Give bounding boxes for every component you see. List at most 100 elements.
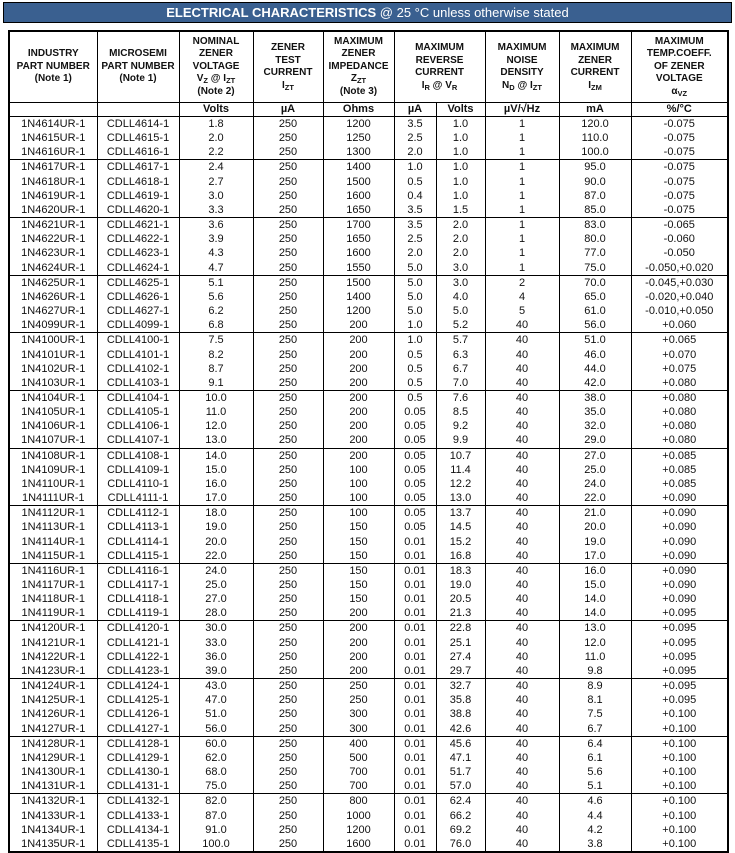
cell-temp_coeff_pct_per_degC: +0.090	[630, 491, 729, 506]
cell-max_reverse_current_uA: 0.5	[393, 389, 437, 406]
cell-industry_part_number: 1N4128UR-1	[8, 735, 98, 751]
cell-max_zener_impedance_ohms: 1300	[322, 145, 395, 160]
cell-max_noise_density_uV_rtHz: 1	[484, 232, 560, 247]
table-row: 1N4124UR-1 CDLL4124-1 43.0 250 250 0.01 32.7 40…	[8, 678, 729, 694]
cell-max_noise_density_uV_rtHz: 40	[484, 476, 560, 492]
cell-nominal_zener_voltage_volts: 28.0	[178, 606, 254, 621]
cell-zener_test_current_uA: 250	[252, 419, 324, 434]
unit-ma: mA	[558, 102, 632, 117]
cell-microsemi_part_number: CDLL4104-1	[96, 389, 180, 406]
cell-industry_part_number: 1N4132UR-1	[8, 793, 98, 809]
unit-volts-vr: Volts	[435, 102, 486, 117]
cell-max_zener_current_mA: 6.1	[558, 750, 632, 766]
cell-max_zener_current_mA: 5.6	[558, 765, 632, 780]
cell-microsemi_part_number: CDLL4126-1	[96, 707, 180, 722]
cell-temp_coeff_pct_per_degC: +0.090	[630, 562, 729, 578]
cell-zener_test_current_uA: 250	[252, 693, 324, 708]
cell-max_zener_current_mA: 90.0	[558, 174, 632, 189]
cell-zener_test_current_uA: 250	[252, 836, 324, 852]
cell-zener_test_current_uA: 250	[252, 649, 324, 664]
cell-max_reverse_current_uA: 0.05	[393, 419, 437, 434]
cell-zener_test_current_uA: 250	[252, 562, 324, 578]
cell-microsemi_part_number: CDLL4622-1	[96, 232, 180, 247]
cell-max_reverse_current_uA: 0.01	[393, 592, 437, 607]
cell-nominal_zener_voltage_volts: 20.0	[178, 534, 254, 549]
cell-max_zener_current_mA: 56.0	[558, 318, 632, 333]
cell-reverse_voltage_volts: 76.0	[435, 836, 486, 852]
cell-max_zener_impedance_ohms: 100	[322, 491, 395, 506]
cell-nominal_zener_voltage_volts: 87.0	[178, 808, 254, 823]
cell-nominal_zener_voltage_volts: 16.0	[178, 476, 254, 492]
table-row: 1N4119UR-1 CDLL4119-1 28.0 250 200 0.01 21.3 40…	[8, 606, 729, 621]
cell-nominal_zener_voltage_volts: 3.6	[178, 217, 254, 233]
col-header-maximum-zener-current: MAXIMUM ZENER CURRENT IZM	[558, 31, 632, 103]
cell-reverse_voltage_volts: 7.0	[435, 375, 486, 391]
table-row: 1N4125UR-1 CDLL4125-1 47.0 250 250 0.01 35.8 40…	[8, 693, 729, 708]
cell-microsemi_part_number: CDLL4110-1	[96, 476, 180, 492]
cell-max_zener_current_mA: 6.7	[558, 721, 632, 737]
cell-zener_test_current_uA: 250	[252, 174, 324, 189]
cell-zener_test_current_uA: 250	[252, 304, 324, 319]
cell-max_noise_density_uV_rtHz: 40	[484, 505, 560, 521]
cell-zener_test_current_uA: 250	[252, 505, 324, 521]
cell-reverse_voltage_volts: 1.0	[435, 131, 486, 146]
cell-max_noise_density_uV_rtHz: 40	[484, 318, 560, 333]
cell-nominal_zener_voltage_volts: 4.3	[178, 246, 254, 261]
cell-industry_part_number: 1N4107UR-1	[8, 433, 98, 449]
cell-max_zener_impedance_ohms: 150	[322, 562, 395, 578]
cell-max_zener_impedance_ohms: 200	[322, 663, 395, 679]
cell-microsemi_part_number: CDLL4103-1	[96, 375, 180, 391]
cell-max_reverse_current_uA: 0.05	[393, 447, 437, 463]
page-title: ELECTRICAL CHARACTERISTICS	[166, 5, 377, 20]
cell-temp_coeff_pct_per_degC: +0.080	[630, 375, 729, 391]
cell-zener_test_current_uA: 250	[252, 765, 324, 780]
unit-microsemi-blank	[96, 102, 180, 117]
cell-max_noise_density_uV_rtHz: 1	[484, 159, 560, 175]
table-row: 1N4615UR-1 CDLL4615-1 2.0 250 1250 2.5 1.0 1 110…	[8, 131, 729, 146]
cell-industry_part_number: 1N4120UR-1	[8, 620, 98, 636]
cell-max_noise_density_uV_rtHz: 40	[484, 361, 560, 376]
cell-reverse_voltage_volts: 16.8	[435, 548, 486, 564]
col-header-microsemi-part-number: MICROSEMI PART NUMBER (Note 1)	[96, 31, 180, 103]
cell-max_reverse_current_uA: 0.05	[393, 505, 437, 521]
cell-industry_part_number: 1N4122UR-1	[8, 649, 98, 664]
cell-microsemi_part_number: CDLL4124-1	[96, 678, 180, 694]
cell-zener_test_current_uA: 250	[252, 779, 324, 794]
cell-max_zener_impedance_ohms: 1400	[322, 289, 395, 305]
cell-microsemi_part_number: CDLL4119-1	[96, 606, 180, 621]
cell-max_reverse_current_uA: 0.01	[393, 620, 437, 636]
cell-microsemi_part_number: CDLL4617-1	[96, 159, 180, 175]
cell-max_zener_impedance_ohms: 150	[322, 592, 395, 607]
cell-temp_coeff_pct_per_degC: -0.075	[630, 131, 729, 146]
cell-nominal_zener_voltage_volts: 9.1	[178, 375, 254, 391]
cell-max_zener_current_mA: 51.0	[558, 332, 632, 348]
cell-zener_test_current_uA: 250	[252, 202, 324, 218]
cell-max_reverse_current_uA: 0.5	[393, 361, 437, 376]
cell-industry_part_number: 1N4626UR-1	[8, 289, 98, 305]
cell-max_zener_impedance_ohms: 1550	[322, 260, 395, 276]
cell-industry_part_number: 1N4104UR-1	[8, 389, 98, 406]
cell-max_zener_impedance_ohms: 250	[322, 678, 395, 694]
table-row: 1N4121UR-1 CDLL4121-1 33.0 250 200 0.01 25.1 40…	[8, 635, 729, 650]
cell-max_zener_impedance_ohms: 150	[322, 534, 395, 549]
table-row: 1N4616UR-1 CDLL4616-1 2.2 250 1300 2.0 1.0 1 100…	[8, 145, 729, 160]
cell-microsemi_part_number: CDLL4615-1	[96, 131, 180, 146]
cell-nominal_zener_voltage_volts: 2.7	[178, 174, 254, 189]
cell-temp_coeff_pct_per_degC: +0.090	[630, 578, 729, 593]
cell-max_reverse_current_uA: 1.0	[393, 159, 437, 175]
cell-reverse_voltage_volts: 12.2	[435, 476, 486, 492]
cell-industry_part_number: 1N4115UR-1	[8, 548, 98, 564]
cell-zener_test_current_uA: 250	[252, 750, 324, 766]
cell-reverse_voltage_volts: 1.0	[435, 159, 486, 175]
electrical-characteristics-table: INDUSTRY PART NUMBER (Note 1) MICROSEMI PAR…	[8, 30, 730, 853]
cell-zener_test_current_uA: 250	[252, 375, 324, 391]
cell-max_zener_current_mA: 61.0	[558, 304, 632, 319]
cell-reverse_voltage_volts: 2.0	[435, 232, 486, 247]
cell-zener_test_current_uA: 250	[252, 534, 324, 549]
table-row: 1N4117UR-1 CDLL4117-1 25.0 250 150 0.01 19.0 40…	[8, 578, 729, 593]
cell-temp_coeff_pct_per_degC: +0.100	[630, 836, 729, 852]
cell-zener_test_current_uA: 250	[252, 347, 324, 362]
cell-zener_test_current_uA: 250	[252, 217, 324, 233]
cell-reverse_voltage_volts: 1.0	[435, 116, 486, 132]
cell-max_zener_current_mA: 3.8	[558, 836, 632, 852]
